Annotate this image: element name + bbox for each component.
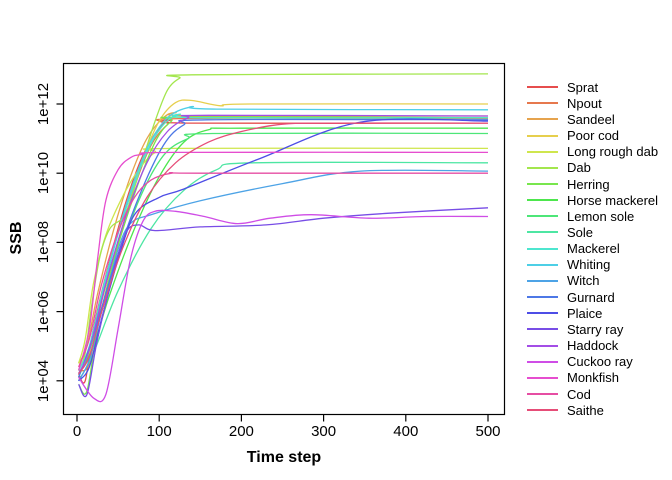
legend-swatch-line	[527, 393, 558, 396]
series-line-poor-cod	[78, 99, 489, 375]
legend-item: Monkfish	[527, 370, 658, 386]
legend-label: Sandeel	[567, 111, 615, 127]
legend-swatch-line	[527, 312, 558, 315]
legend-swatch-line	[527, 118, 558, 121]
y-tick-label: 1e+10	[35, 152, 52, 195]
legend-item: Sandeel	[527, 111, 658, 127]
legend-swatch-line	[527, 215, 558, 218]
series-line-long-rough-dab	[77, 147, 489, 364]
legend-label: Long rough dab	[567, 144, 659, 160]
series-line-whiting	[78, 105, 489, 374]
legend-item: Whiting	[527, 257, 658, 273]
series-line-npout	[78, 117, 489, 372]
legend-swatch-line	[527, 328, 558, 331]
y-axis-title: SSB	[8, 221, 25, 255]
series-line-herring	[78, 116, 489, 395]
series-line-monkfish	[77, 151, 489, 371]
legend-label: Starry ray	[567, 321, 624, 337]
legend-swatch-line	[527, 134, 558, 137]
series-line-sandeel	[78, 112, 489, 364]
legend-swatch-line	[527, 247, 558, 250]
series-line-witch	[78, 169, 489, 382]
legend-item: Plaice	[527, 305, 658, 321]
x-tick-label: 100	[146, 423, 172, 440]
series-line-plaice	[78, 118, 489, 382]
legend-item: Herring	[527, 176, 658, 192]
legend-item: Long rough dab	[527, 144, 658, 160]
legend-swatch-line	[527, 279, 558, 282]
legend-item: Sprat	[527, 79, 658, 95]
series-line-haddock	[78, 114, 489, 374]
legend-label: Monkfish	[567, 370, 620, 386]
legend-item: Starry ray	[527, 321, 658, 337]
legend-item: Witch	[527, 273, 658, 289]
legend-item: Lemon sole	[527, 208, 658, 224]
legend-item: Npout	[527, 95, 658, 111]
legend-label: Poor cod	[567, 128, 620, 144]
series-line-cuckoo-ray	[78, 209, 489, 403]
legend-swatch-line	[527, 296, 558, 299]
legend-item: Gurnard	[527, 289, 658, 305]
legend-label: Mackerel	[567, 241, 620, 257]
y-tick-label: 1e+12	[35, 82, 52, 126]
y-tick-label: 1e+04	[35, 359, 52, 402]
legend-swatch-line	[527, 199, 558, 202]
legend-label: Sprat	[567, 79, 599, 95]
legend-label: Witch	[567, 273, 600, 289]
legend-item: Cod	[527, 386, 658, 402]
legend-item: Saithe	[527, 402, 658, 418]
legend-label: Cod	[567, 386, 591, 402]
legend-label: Lemon sole	[567, 208, 635, 224]
legend-item: Mackerel	[527, 241, 658, 257]
legend-item: Dab	[527, 160, 658, 176]
x-tick-label: 0	[72, 423, 82, 440]
series-line-cod	[77, 172, 488, 368]
legend-swatch-line	[527, 360, 558, 363]
legend-item: Cuckoo ray	[527, 354, 658, 370]
y-tick-label: 1e+08	[35, 221, 52, 264]
x-axis-title: Time step	[246, 449, 322, 466]
legend-swatch-line	[527, 166, 558, 169]
legend-swatch-line	[527, 263, 558, 266]
legend-item: Sole	[527, 224, 658, 240]
legend-label: Plaice	[567, 305, 603, 321]
legend-label: Npout	[567, 95, 602, 111]
legend-label: Whiting	[567, 257, 611, 273]
plot-border	[62, 62, 506, 416]
legend-item: Horse mackerel	[527, 192, 658, 208]
legend-label: Haddock	[567, 338, 619, 354]
legend-swatch-line	[527, 409, 558, 412]
series-line-sole	[78, 161, 489, 382]
legend-label: Herring	[567, 176, 610, 192]
legend-label: Sole	[567, 224, 594, 240]
x-tick-label: 200	[228, 423, 254, 440]
series-line-starry-ray	[78, 207, 489, 398]
legend: Sprat Npout Sandeel Poor cod Long rough dab D…	[527, 79, 658, 418]
x-tick-label: 300	[311, 423, 337, 440]
legend-swatch-line	[527, 376, 558, 379]
series-line-mackerel	[78, 113, 489, 371]
legend-swatch-line	[527, 86, 558, 89]
legend-swatch-line	[527, 231, 558, 234]
legend-swatch-line	[527, 102, 558, 105]
legend-swatch-line	[527, 183, 558, 186]
series-line-sprat	[78, 119, 489, 384]
series-line-gurnard	[77, 118, 489, 378]
x-tick-label: 400	[393, 423, 419, 440]
legend-swatch-line	[527, 344, 558, 347]
y-tick-label: 1e+06	[35, 290, 52, 333]
legend-item: Haddock	[527, 338, 658, 354]
legend-label: Saithe	[567, 402, 604, 418]
legend-label: Gurnard	[567, 289, 615, 305]
legend-label: Cuckoo ray	[567, 354, 633, 370]
legend-swatch-line	[527, 150, 558, 153]
legend-label: Dab	[567, 160, 591, 176]
legend-label: Horse mackerel	[567, 192, 659, 208]
series-line-saithe	[78, 122, 489, 375]
legend-item: Poor cod	[527, 127, 658, 143]
x-tick-label: 500	[475, 423, 501, 440]
